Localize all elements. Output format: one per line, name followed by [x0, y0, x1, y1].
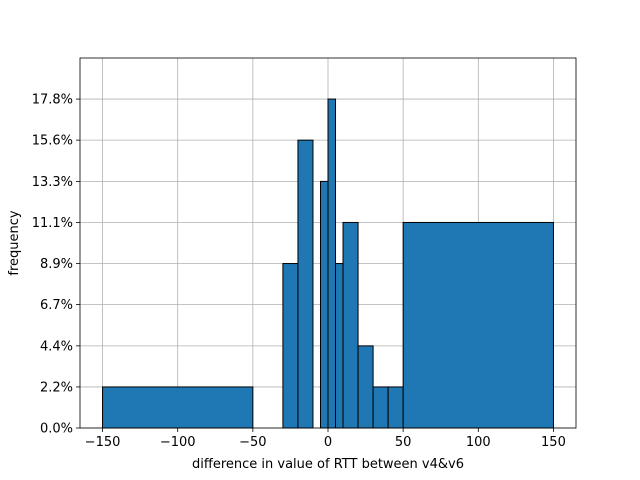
x-tick-label: −100	[160, 435, 196, 450]
x-tick-label: 100	[466, 435, 491, 450]
histogram-bar	[335, 263, 344, 429]
histogram-bar	[372, 386, 389, 429]
y-axis-label: frequency	[7, 210, 22, 276]
histogram-bar	[387, 386, 404, 429]
x-tick-label: −50	[239, 435, 266, 450]
histogram-bar	[402, 221, 554, 429]
histogram-bar	[342, 221, 359, 429]
histogram-bar	[319, 180, 329, 429]
bars	[102, 98, 554, 429]
x-tick-label: 0	[324, 435, 332, 450]
y-tick-label: 4.4%	[40, 339, 73, 354]
y-tick-label: 13.3%	[32, 175, 73, 190]
x-axis-ticks: −150 −100 −50 0 50 100 150	[85, 428, 566, 450]
y-tick-label: 11.1%	[32, 216, 73, 231]
histogram-bar	[102, 386, 254, 429]
y-tick-label: 6.7%	[40, 298, 73, 313]
x-axis-label: difference in value of RTT between v4&v6	[192, 457, 464, 472]
histogram-bar	[357, 345, 374, 429]
x-tick-label: −150	[85, 435, 121, 450]
histogram-bar	[297, 139, 314, 429]
x-tick-label: 150	[541, 435, 566, 450]
y-axis-ticks: 0.0% 2.2% 4.4% 6.7% 8.9% 11.1% 13.3% 15.6% 17.8%	[32, 93, 80, 437]
y-tick-label: 0.0%	[40, 422, 73, 437]
histogram-bar	[327, 98, 337, 429]
histogram-bar	[282, 263, 299, 429]
y-tick-label: 8.9%	[40, 257, 73, 272]
y-tick-label: 15.6%	[32, 134, 73, 149]
y-tick-label: 2.2%	[40, 380, 73, 395]
x-tick-label: 50	[395, 435, 412, 450]
y-tick-label: 17.8%	[32, 93, 73, 108]
